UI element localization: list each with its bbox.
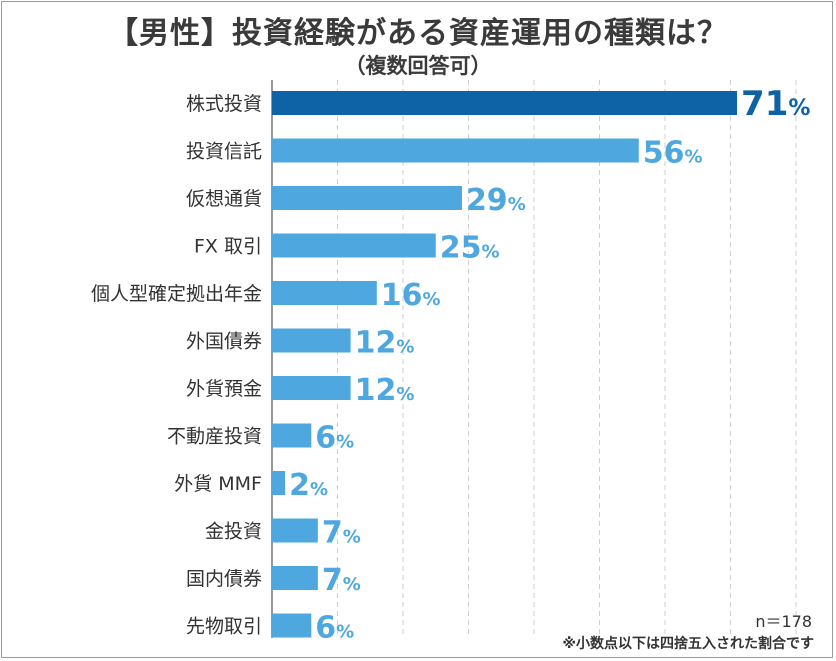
bar bbox=[272, 518, 318, 543]
category-label: 外国債券 bbox=[186, 331, 262, 353]
category-label: FX 取引 bbox=[194, 236, 262, 258]
bar bbox=[272, 566, 318, 590]
footnote: ※小数点以下は四捨五入された割合です bbox=[562, 636, 814, 652]
category-label: 国内債券 bbox=[186, 568, 262, 590]
sample-size-label: n＝178 bbox=[755, 612, 812, 631]
bar bbox=[272, 471, 286, 495]
value-label: 16% bbox=[381, 278, 441, 313]
bar bbox=[272, 376, 351, 400]
value-label: 6% bbox=[315, 611, 354, 646]
bar bbox=[272, 138, 639, 163]
value-label: 25% bbox=[440, 231, 500, 266]
value-label: 12% bbox=[355, 326, 415, 361]
value-label: 12% bbox=[355, 373, 415, 408]
category-label: 不動産投資 bbox=[167, 426, 262, 448]
bar bbox=[272, 613, 312, 638]
value-label: 2% bbox=[289, 468, 328, 503]
bar bbox=[272, 233, 436, 258]
value-label: 29% bbox=[466, 183, 526, 218]
category-label: 先物取引 bbox=[186, 616, 262, 638]
chart-title: 【男性】投資経験がある資産運用の種類は？ bbox=[108, 16, 728, 51]
category-label: 外貨 MMF bbox=[174, 473, 262, 495]
category-label: 金投資 bbox=[205, 521, 262, 543]
category-label: 個人型確定拠出年金 bbox=[91, 283, 262, 305]
category-label: 株式投資 bbox=[186, 93, 262, 115]
value-label: 7% bbox=[322, 563, 361, 598]
category-label: 投資信託 bbox=[186, 141, 262, 163]
category-label: 仮想通貨 bbox=[186, 188, 262, 210]
value-label: 6% bbox=[315, 421, 354, 456]
bar bbox=[272, 423, 312, 448]
bar bbox=[272, 186, 462, 210]
bar bbox=[272, 328, 351, 353]
value-label: 7% bbox=[322, 516, 361, 551]
category-label: 外貨預金 bbox=[186, 378, 262, 400]
chart-subtitle: （複数回答可） bbox=[344, 54, 492, 78]
bar bbox=[272, 91, 738, 115]
bar bbox=[272, 281, 377, 305]
value-label: 71% bbox=[741, 84, 810, 124]
value-label: 56% bbox=[643, 136, 703, 171]
